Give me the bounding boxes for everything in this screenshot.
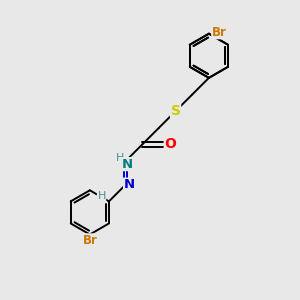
Text: Br: Br [82, 234, 97, 247]
Text: N: N [122, 158, 133, 171]
Text: H: H [116, 153, 124, 163]
Text: S: S [171, 104, 181, 118]
Text: H: H [98, 191, 106, 201]
Text: O: O [164, 137, 176, 152]
Text: N: N [124, 178, 135, 191]
Text: Br: Br [212, 26, 226, 39]
